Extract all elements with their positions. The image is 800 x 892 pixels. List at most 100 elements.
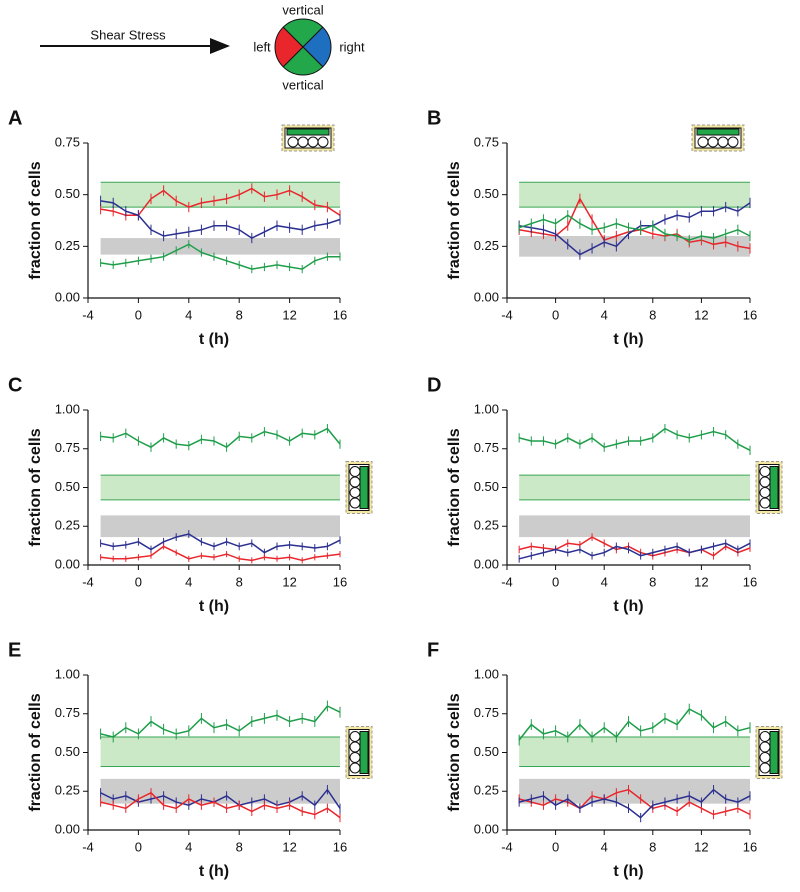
y-tick-label: 1.00 [474, 666, 499, 681]
y-tick-label: 1.00 [55, 666, 80, 681]
x-tick-label: 12 [282, 307, 296, 322]
icon-cell [707, 136, 719, 148]
icon-cell [759, 741, 771, 753]
y-tick-label: 0.00 [55, 556, 80, 571]
icon-cells [696, 128, 740, 136]
x-tick-label: -4 [501, 574, 513, 589]
icon-cell [759, 466, 771, 477]
panel: 0.00 0.25 0.50 0.75 1.00 -4 0 4 8 12 16 t (h) fracti… [427, 374, 783, 615]
y-tick-label: 0.75 [55, 705, 80, 720]
icon-cell [317, 136, 329, 148]
y-axis-label: fraction of cells [446, 161, 463, 279]
arrow-label: Shear Stress [90, 27, 166, 42]
y-tick-label: 0.00 [55, 821, 80, 836]
icon-cell [287, 136, 299, 148]
y-tick-label: 0.25 [474, 518, 499, 533]
y-tick-label: 1.00 [55, 401, 80, 416]
icon-cell [307, 136, 319, 148]
x-tick-label: 16 [333, 574, 347, 589]
x-tick-label: 0 [552, 839, 559, 854]
x-tick-label: 8 [236, 839, 243, 854]
y-tick-label: 1.00 [474, 401, 499, 416]
icon-cell [727, 136, 739, 148]
x-tick-label: 8 [649, 307, 656, 322]
y-tick-label: 0.75 [474, 440, 499, 455]
series-line [518, 214, 751, 241]
reference-band [100, 737, 340, 767]
x-tick-label: 0 [135, 574, 142, 589]
series-line [518, 788, 751, 819]
x-tick-label: 8 [236, 574, 243, 589]
icon-cell [759, 752, 771, 763]
y-tick-label: 0.25 [474, 783, 499, 798]
icon-cell [759, 762, 771, 774]
y-tick-label: 0.25 [55, 518, 80, 533]
x-tick-label: -4 [501, 307, 513, 322]
x-tick-label: 16 [743, 574, 757, 589]
orientation-legend: Shear Stress vertical left right vertica… [40, 2, 365, 92]
y-tick-label: 0.50 [55, 479, 80, 494]
x-tick-label: 12 [694, 574, 708, 589]
reference-band [519, 737, 750, 767]
series-line [518, 202, 751, 256]
icon-cell [297, 136, 309, 148]
y-tick-label: 0.75 [474, 134, 499, 149]
icon-cells [769, 466, 779, 509]
y-tick-label: 0.00 [55, 289, 80, 304]
y-tick-label: 0.50 [55, 186, 80, 201]
y-tick-label: 0.50 [474, 186, 499, 201]
series-line [100, 705, 341, 738]
quadrant-top [282, 18, 324, 48]
series-line [518, 536, 751, 557]
quadrant-right [302, 26, 332, 68]
series-line [518, 427, 751, 451]
panel: 0.00 0.25 0.50 0.75 -4 0 4 8 12 16 t (h) fraction o… [427, 107, 757, 348]
x-tick-label: 8 [649, 839, 656, 854]
reference-band [100, 515, 340, 538]
reference-band [100, 475, 340, 500]
x-axis-label: t (h) [199, 331, 229, 348]
panel-letter: C [8, 374, 22, 396]
reference-band [100, 238, 340, 255]
y-tick-label: 0.75 [55, 440, 80, 455]
x-tick-label: 4 [185, 307, 192, 322]
icon-cell [349, 762, 361, 774]
x-tick-label: -4 [82, 839, 94, 854]
panel-letter: A [8, 107, 22, 129]
series-line [518, 788, 751, 816]
series-line [100, 427, 341, 449]
y-axis-label: fraction of cells [27, 693, 44, 811]
reference-band [519, 475, 750, 500]
x-axis-label: t (h) [613, 598, 643, 615]
series-line [100, 545, 341, 562]
legend-top: vertical [282, 2, 323, 17]
x-tick-label: 4 [601, 839, 608, 854]
icon-cells [359, 466, 369, 509]
icon-cell [759, 476, 771, 488]
x-tick-label: 8 [236, 307, 243, 322]
x-tick-label: -4 [501, 839, 513, 854]
x-tick-label: 16 [743, 839, 757, 854]
x-tick-label: 0 [135, 839, 142, 854]
reference-band [519, 515, 750, 538]
y-tick-label: 0.50 [474, 479, 499, 494]
legend-left: left [253, 39, 271, 54]
icon-cell [349, 487, 361, 498]
x-axis-label: t (h) [199, 598, 229, 615]
y-tick-label: 0.25 [55, 238, 80, 253]
x-axis-label: t (h) [613, 863, 643, 880]
x-tick-label: 0 [135, 307, 142, 322]
x-tick-label: 16 [333, 839, 347, 854]
x-tick-label: 4 [601, 574, 608, 589]
x-tick-label: 12 [282, 839, 296, 854]
icon-cell [349, 497, 361, 509]
icon-cell [759, 487, 771, 498]
legend-bottom: vertical [282, 77, 323, 92]
y-tick-label: 0.25 [474, 238, 499, 253]
x-tick-label: 12 [282, 574, 296, 589]
x-tick-label: -4 [82, 307, 94, 322]
x-tick-label: 8 [649, 574, 656, 589]
series-line [518, 708, 751, 741]
panel-letter: D [427, 374, 441, 396]
